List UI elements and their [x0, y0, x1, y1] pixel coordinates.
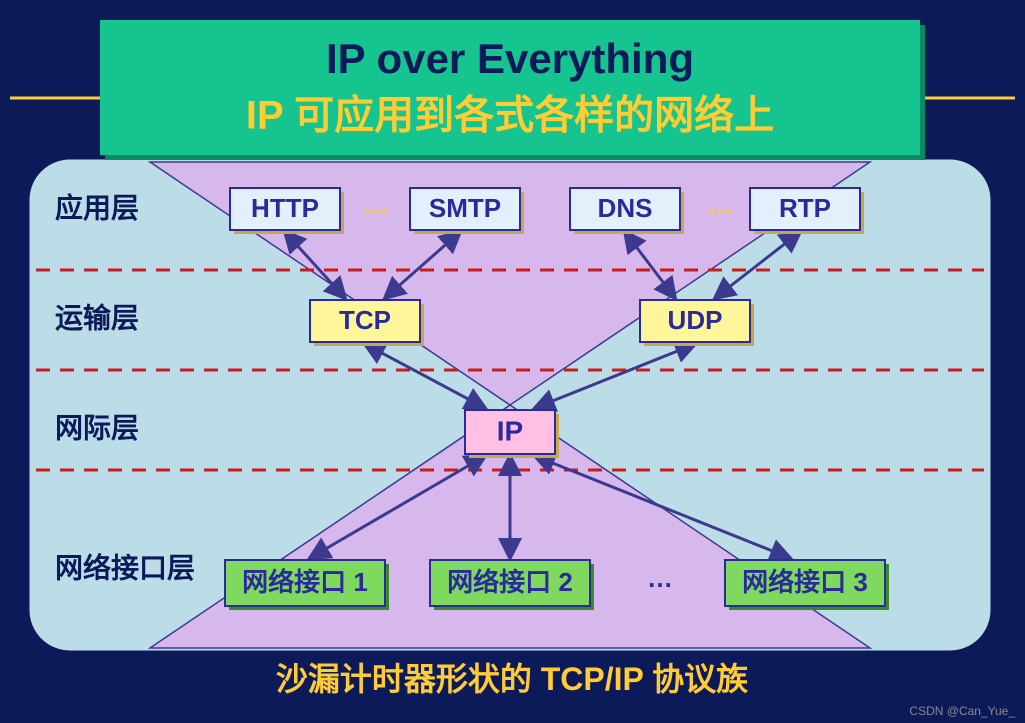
- network-interface-label: 网络接口 3: [742, 567, 868, 597]
- ellipsis: …: [707, 189, 733, 219]
- diagram-svg: 应用层运输层网际层网络接口层 HTTP SMTP DNS RTP TCP UDP IP 网络接口…: [0, 0, 1025, 723]
- footer-caption: 沙漏计时器形状的 TCP/IP 协议族: [276, 661, 749, 697]
- layer-label: 运输层: [55, 301, 139, 333]
- ip-protocol-label: IP: [497, 415, 523, 446]
- ellipsis: …: [647, 563, 673, 593]
- app-protocol-label: RTP: [779, 193, 831, 223]
- network-interface-label: 网络接口 1: [242, 567, 368, 597]
- header-title-en: IP over Everything: [326, 35, 694, 82]
- header-title-zh: IP 可应用到各式各样的网络上: [246, 93, 774, 138]
- layer-label: 应用层: [55, 191, 139, 223]
- watermark: CSDN @Can_Yue_: [909, 704, 1015, 718]
- transport-protocol-label: UDP: [668, 305, 723, 335]
- app-protocol-label: SMTP: [429, 193, 501, 223]
- layer-label: 网际层: [55, 412, 139, 443]
- app-protocol-label: DNS: [598, 193, 653, 223]
- ellipsis: …: [362, 189, 388, 219]
- network-interface-label: 网络接口 2: [447, 567, 573, 597]
- transport-protocol-label: TCP: [339, 305, 391, 335]
- layer-label: 网络接口层: [55, 551, 195, 583]
- diagram-stage: 应用层运输层网际层网络接口层 HTTP SMTP DNS RTP TCP UDP IP 网络接口…: [0, 0, 1025, 723]
- app-protocol-label: HTTP: [251, 193, 319, 223]
